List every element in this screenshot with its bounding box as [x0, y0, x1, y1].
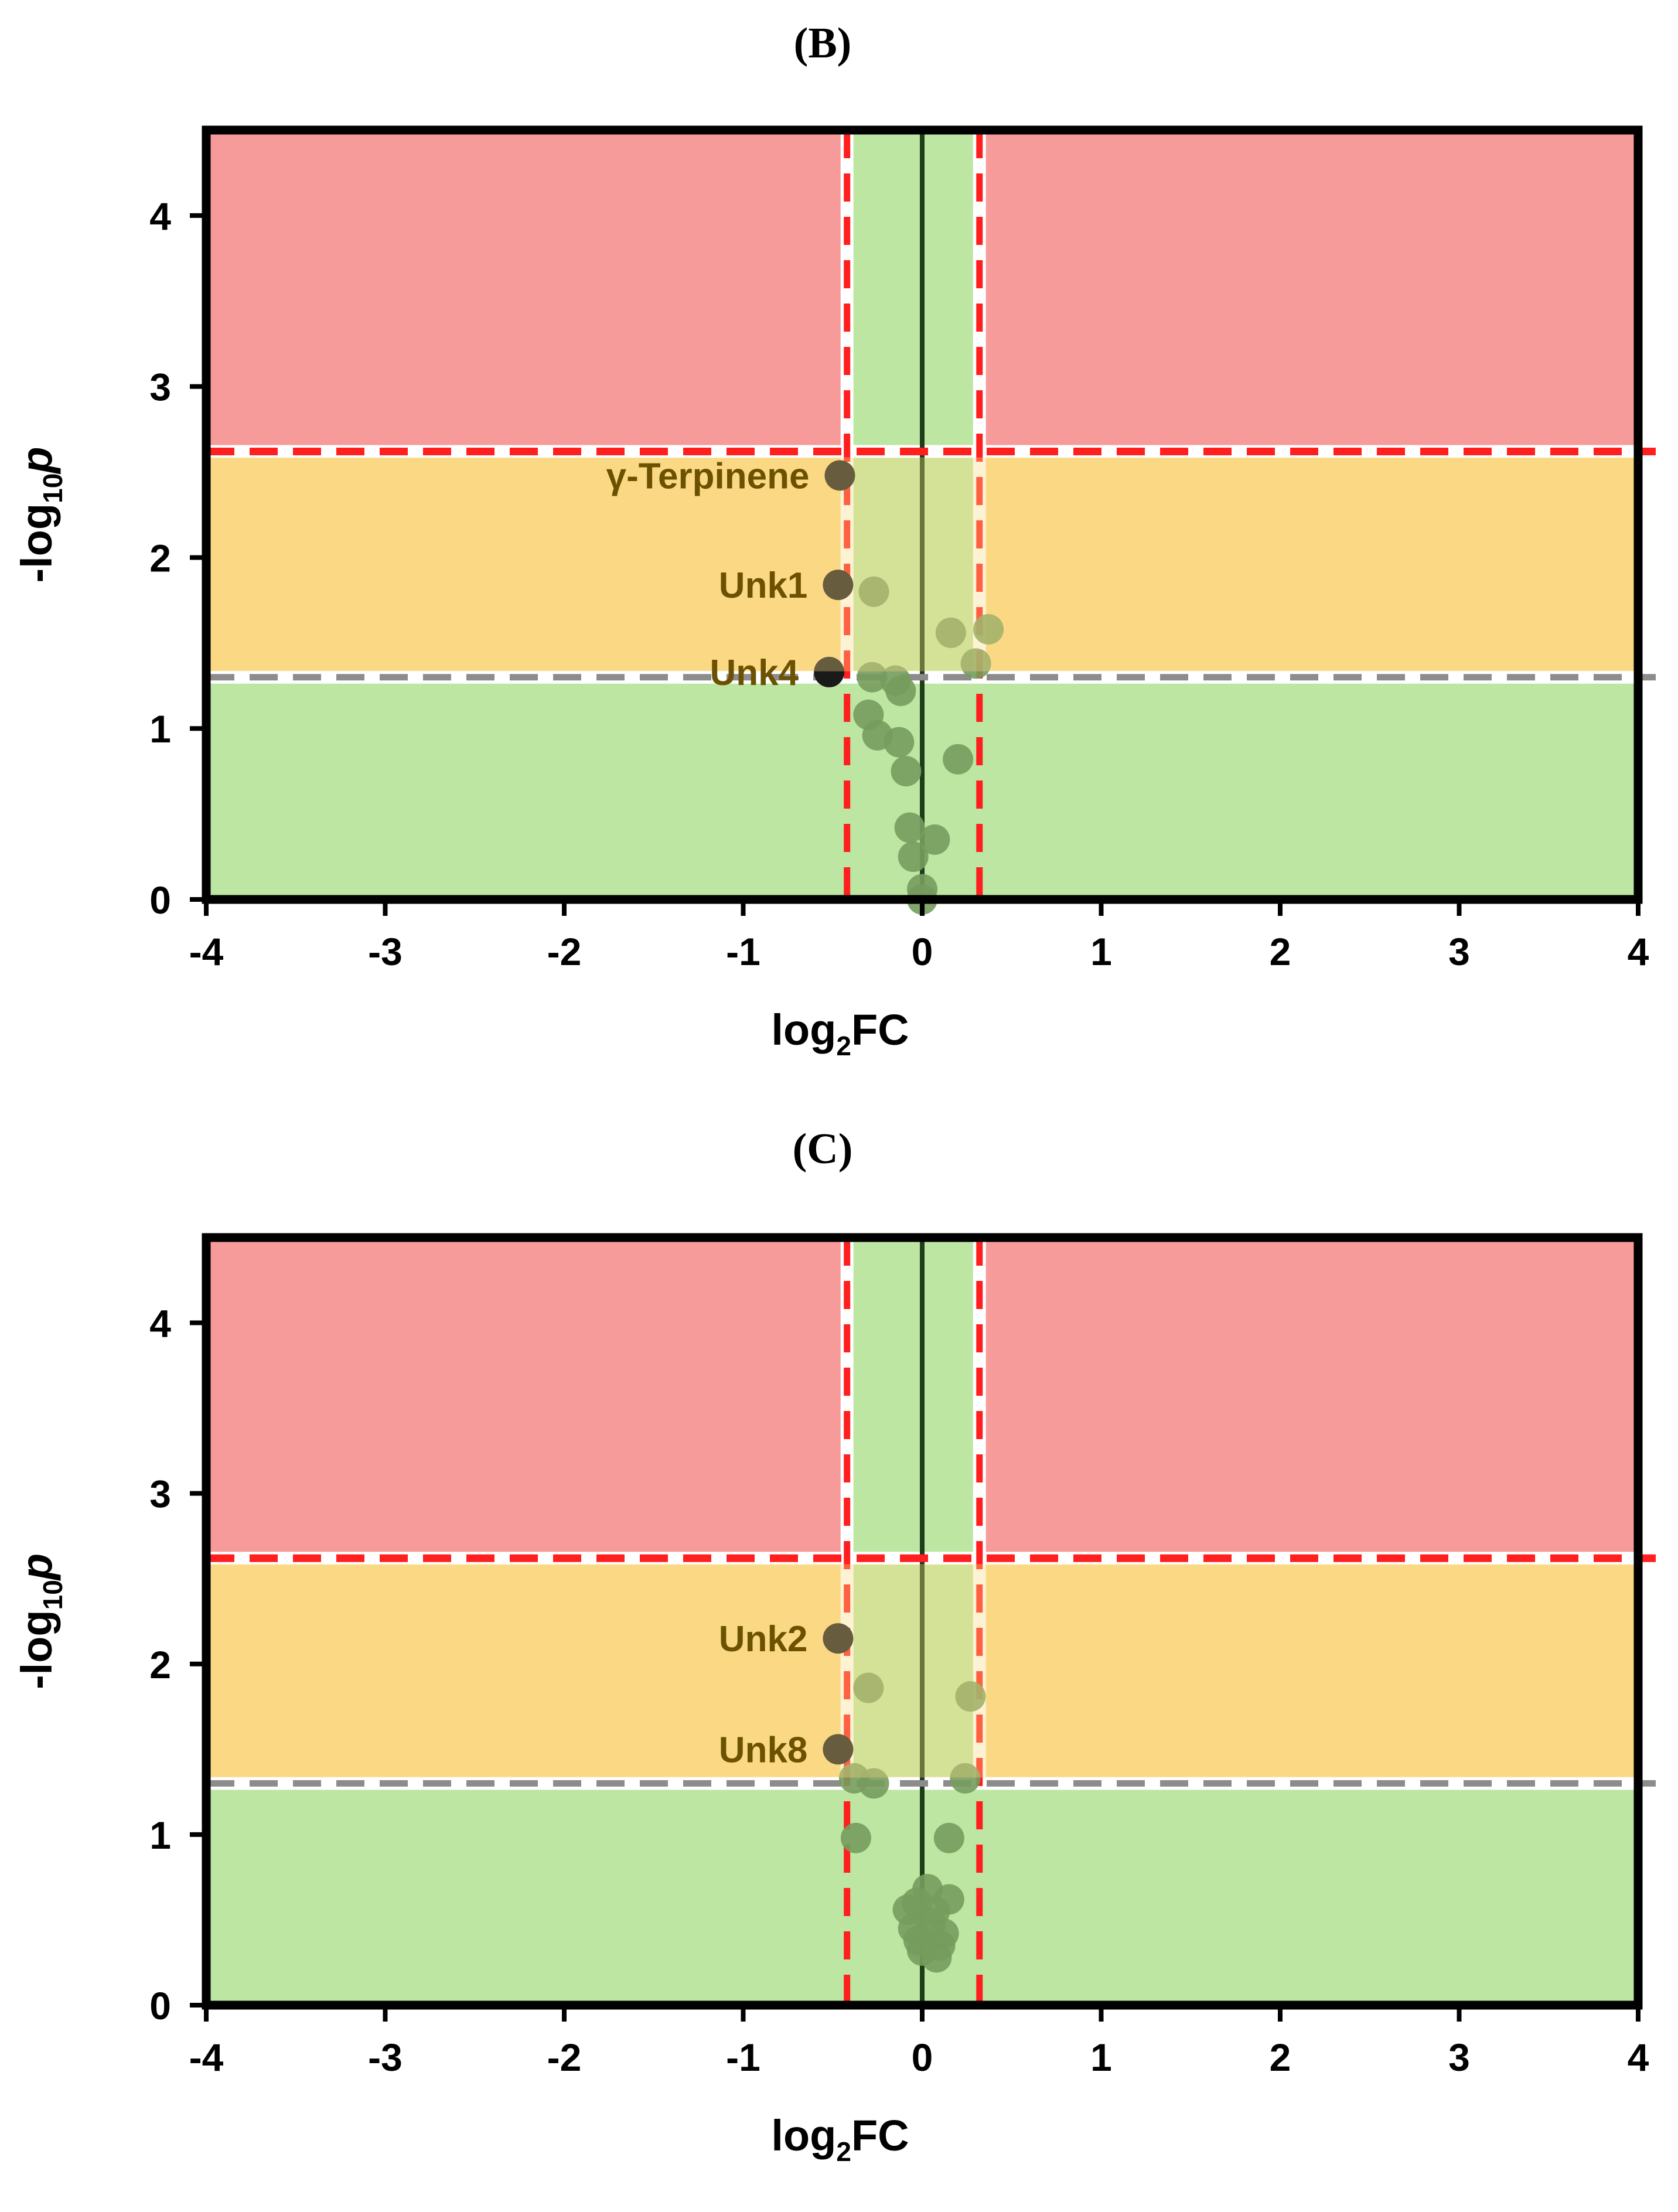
data-point [858, 1768, 889, 1799]
data-point [960, 648, 991, 679]
y-axis-label: -log10p [12, 447, 68, 583]
y-tick-label: 4 [149, 1302, 171, 1345]
data-point [955, 1681, 986, 1712]
region-strict-right [979, 1238, 1638, 1559]
x-tick-label: 1 [1090, 930, 1112, 973]
data-point [891, 756, 922, 787]
x-tick-label: -2 [547, 930, 582, 973]
x-tick-label: -3 [368, 930, 403, 973]
x-tick-label: 4 [1628, 2036, 1649, 2079]
region-significant-right [979, 451, 1638, 677]
data-point [857, 662, 888, 693]
labeled-data-point [823, 1623, 854, 1654]
y-tick-label: 4 [149, 195, 171, 238]
x-tick-label: 2 [1270, 930, 1291, 973]
x-tick-label: -2 [547, 2036, 582, 2079]
point-label: Unk4 [710, 653, 799, 693]
region-significant-left [206, 451, 847, 677]
data-point [884, 727, 915, 758]
panel-c: Unk2 Unk8 -4 -3 -2 -1 0 1 2 3 4 0 1 2 3 4 (C) log2FC -log1… [12, 1125, 1656, 2167]
point-label: Unk2 [719, 1619, 808, 1659]
y-tick-label: 0 [149, 878, 171, 922]
x-axis-label: log2FC [771, 2111, 909, 2167]
x-tick-label: -4 [189, 930, 224, 973]
x-tick-label: 2 [1270, 2036, 1291, 2079]
point-label: Unk8 [719, 1730, 808, 1770]
labeled-data-point [814, 656, 845, 687]
x-tick-label: 3 [1448, 930, 1470, 973]
y-tick-label: 0 [149, 1984, 171, 2027]
y-tick-label: 1 [149, 1814, 171, 1857]
x-tick-label: 0 [912, 2036, 933, 2079]
y-tick-label: 2 [149, 1643, 171, 1686]
region-significant-left [206, 1558, 847, 1784]
data-point [853, 1672, 884, 1703]
data-point [933, 1822, 964, 1853]
data-point [858, 576, 889, 607]
x-axis-label: log2FC [771, 1006, 909, 1061]
labeled-data-point [823, 1734, 854, 1765]
data-point [943, 744, 974, 775]
region-significant-right [979, 1558, 1638, 1784]
x-tick-label: -1 [726, 930, 760, 973]
data-point [898, 841, 929, 872]
x-tick-label: -1 [726, 2036, 760, 2079]
data-point [840, 1822, 871, 1853]
labeled-data-point [823, 570, 854, 601]
y-tick-label: 1 [149, 707, 171, 751]
data-point [921, 1942, 952, 1973]
region-significant-overlay [206, 457, 1638, 672]
region-strict-left [206, 130, 847, 452]
data-point [935, 617, 966, 648]
region-strict-left [206, 1238, 847, 1559]
point-label: Unk1 [719, 565, 808, 606]
labeled-data-point [824, 460, 855, 491]
region-significant-overlay [206, 1564, 1638, 1778]
data-point [919, 824, 950, 855]
y-tick-label: 3 [149, 366, 171, 409]
x-tick-label: 4 [1628, 930, 1649, 973]
x-tick-label: 3 [1448, 2036, 1470, 2079]
x-tick-label: 1 [1090, 2036, 1112, 2079]
x-tick-label: 0 [912, 930, 933, 973]
panel-title: (C) [793, 1125, 853, 1173]
y-tick-label: 3 [149, 1473, 171, 1516]
region-strict-right [979, 130, 1638, 452]
y-axis-label: -log10p [12, 1553, 68, 1689]
data-point [894, 812, 925, 843]
data-point [885, 676, 916, 707]
y-tick-label: 2 [149, 536, 171, 580]
x-tick-label: -3 [368, 2036, 403, 2079]
data-point [973, 614, 1004, 645]
point-label: γ-Terpinene [606, 456, 810, 496]
panel-title: (B) [794, 19, 852, 67]
panel-b: γ-Terpinene Unk1 Unk4 -4 -3 -2 -1 0 1 2 3 4 0 1 2 3 4 (B)… [12, 19, 1656, 1061]
data-point [950, 1763, 981, 1794]
x-tick-label: -4 [189, 2036, 224, 2079]
